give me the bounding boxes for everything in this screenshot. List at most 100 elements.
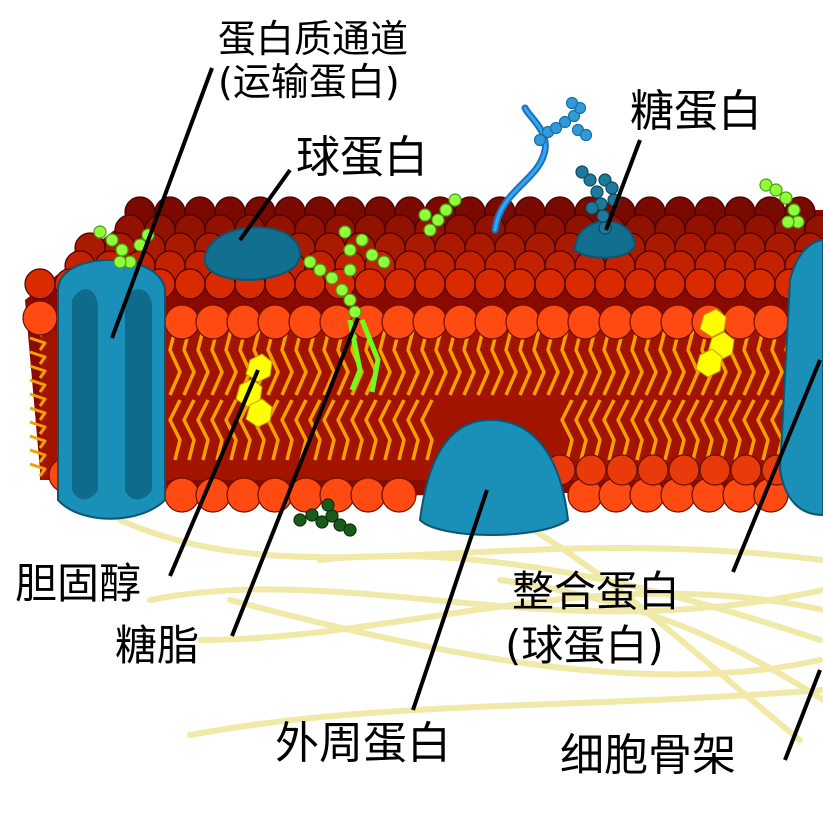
labels: 蛋白质通道 (运输蛋白) 球蛋白 糖蛋白 胆固醇 糖脂 外周蛋白 整合蛋白 (球… bbox=[15, 17, 762, 781]
lipid-tail bbox=[602, 329, 616, 396]
lipid-tail bbox=[308, 329, 322, 396]
bead bbox=[381, 477, 417, 513]
bead bbox=[769, 183, 783, 197]
bead bbox=[343, 293, 357, 307]
lipid-tail bbox=[588, 399, 602, 461]
lipid-tail bbox=[616, 399, 630, 461]
lipid-tail bbox=[672, 329, 686, 396]
bead bbox=[414, 268, 446, 300]
lipid-tail bbox=[378, 329, 392, 396]
bead bbox=[303, 255, 317, 269]
lipid-tail bbox=[602, 399, 616, 461]
lipid-tail bbox=[574, 399, 588, 461]
bead bbox=[722, 304, 758, 340]
bead bbox=[293, 513, 307, 527]
lipid-tail bbox=[560, 399, 574, 461]
lipid-tail bbox=[29, 462, 47, 477]
bead bbox=[549, 121, 563, 135]
bead bbox=[787, 203, 801, 217]
lipid-tail bbox=[266, 329, 280, 396]
lipid-tail bbox=[686, 329, 700, 396]
bead bbox=[226, 477, 262, 513]
lipid-tail bbox=[238, 399, 252, 461]
bead bbox=[474, 268, 506, 300]
lipid-tail bbox=[182, 329, 196, 396]
lipid-tail bbox=[420, 329, 434, 396]
lipid-tail bbox=[644, 399, 658, 461]
bead bbox=[448, 193, 462, 207]
lipid-tail bbox=[210, 399, 224, 461]
bead bbox=[335, 283, 349, 297]
bead bbox=[590, 185, 604, 199]
bead bbox=[567, 109, 581, 123]
lipid-tail bbox=[364, 399, 378, 461]
lipid-tail bbox=[322, 399, 336, 461]
lipid-tail bbox=[294, 329, 308, 396]
lipid-tail bbox=[29, 350, 47, 365]
bead bbox=[439, 203, 453, 217]
label-protein-channel: 蛋白质通道 bbox=[218, 17, 408, 61]
bead bbox=[624, 268, 656, 300]
lipid-tail bbox=[700, 399, 714, 461]
lipid-tail bbox=[350, 399, 364, 461]
label-protein-channel-sub: (运输蛋白) bbox=[218, 60, 400, 104]
bead bbox=[533, 133, 547, 147]
lipid-tail bbox=[546, 329, 560, 396]
bead bbox=[174, 268, 206, 300]
bead bbox=[164, 304, 200, 340]
bead bbox=[381, 304, 417, 340]
bead bbox=[781, 215, 795, 229]
bead bbox=[321, 498, 335, 512]
lipid-tail bbox=[756, 399, 770, 461]
bead bbox=[474, 304, 510, 340]
lipid-tail bbox=[29, 434, 47, 449]
bead bbox=[355, 233, 369, 247]
bead bbox=[699, 454, 731, 486]
bead bbox=[505, 304, 541, 340]
bead bbox=[583, 173, 597, 187]
lipid-tail bbox=[742, 329, 756, 396]
bead bbox=[606, 454, 638, 486]
bead bbox=[443, 304, 479, 340]
lipid-tail bbox=[29, 364, 47, 379]
label-glycolipid: 糖脂 bbox=[115, 621, 199, 670]
globular-protein-shape bbox=[203, 226, 302, 282]
lipid-tail bbox=[210, 329, 224, 396]
lipid-tail bbox=[280, 399, 294, 461]
lipid-tail bbox=[770, 399, 784, 461]
peripheral-protein-shape bbox=[418, 418, 570, 536]
lipid-tail bbox=[658, 329, 672, 396]
lipid-tail bbox=[672, 399, 686, 461]
bead bbox=[585, 201, 599, 215]
bead bbox=[567, 304, 603, 340]
lipid-tail bbox=[168, 399, 182, 461]
label-peripheral-protein: 外周蛋白 bbox=[275, 718, 451, 769]
lipid-tail bbox=[182, 399, 196, 461]
lipid-tail bbox=[29, 448, 47, 463]
bead bbox=[668, 454, 700, 486]
bead bbox=[598, 304, 634, 340]
lipid-tail bbox=[196, 329, 210, 396]
cholesterol-molecules bbox=[235, 308, 735, 428]
bead bbox=[660, 304, 696, 340]
bead bbox=[536, 304, 572, 340]
integral-protein-shape bbox=[778, 238, 823, 517]
bead bbox=[93, 225, 107, 239]
bead bbox=[365, 248, 379, 262]
bead bbox=[354, 268, 386, 300]
bead bbox=[637, 454, 669, 486]
lipid-tail bbox=[448, 329, 462, 396]
bead bbox=[504, 268, 536, 300]
glycoprotein-chain bbox=[491, 96, 621, 235]
bead bbox=[105, 233, 119, 247]
bead bbox=[313, 263, 327, 277]
bead bbox=[579, 128, 593, 142]
bead bbox=[412, 304, 448, 340]
bead bbox=[744, 268, 776, 300]
bead bbox=[423, 223, 437, 237]
bead bbox=[325, 271, 339, 285]
lipid-tail bbox=[560, 329, 574, 396]
lipid-tail bbox=[29, 420, 47, 435]
label-integral-protein: 整合蛋白 bbox=[512, 567, 680, 616]
lipid-tail bbox=[378, 399, 392, 461]
